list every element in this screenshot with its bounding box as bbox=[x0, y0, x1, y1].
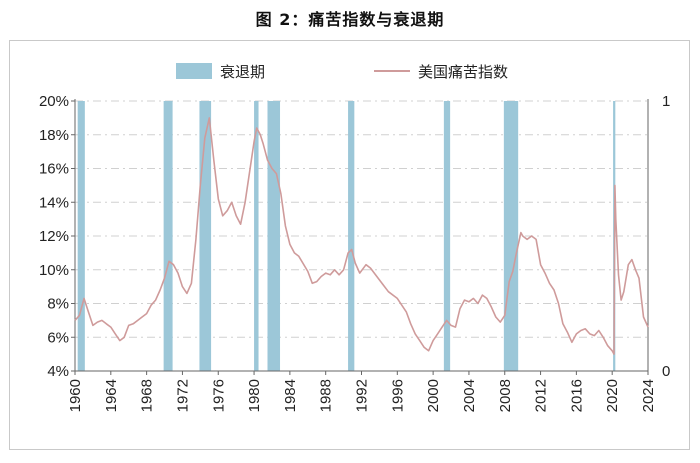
y-tick-label-5: 14% bbox=[39, 194, 69, 211]
x-tick-label-12: 2008 bbox=[497, 379, 514, 412]
chart-panel bbox=[9, 40, 690, 450]
x-tick-label-16: 2024 bbox=[640, 379, 657, 412]
y2-tick-label-1: 1 bbox=[662, 93, 670, 110]
y-tick-label-6: 16% bbox=[39, 161, 69, 178]
recession-bar-6 bbox=[443, 101, 451, 371]
axes bbox=[71, 99, 649, 375]
x-tick-label-3: 1972 bbox=[174, 379, 191, 412]
y-tick-label-8: 20% bbox=[39, 93, 69, 110]
recession-bar-3 bbox=[254, 101, 259, 371]
x-tick-label-0: 1960 bbox=[67, 379, 84, 412]
figure-title: 图 2：痛苦指数与衰退期 bbox=[255, 10, 445, 29]
recession-bar-7 bbox=[503, 101, 519, 371]
x-tick-label-9: 1996 bbox=[389, 379, 406, 412]
x-tick-label-14: 2016 bbox=[568, 379, 585, 412]
y-tick-label-1: 6% bbox=[47, 329, 69, 346]
x-tick-label-13: 2012 bbox=[533, 379, 550, 412]
y2-tick-label-0: 0 bbox=[662, 363, 670, 380]
recession-bar-5 bbox=[348, 101, 355, 371]
x-tick-label-5: 1980 bbox=[246, 379, 263, 412]
legend-label-recession: 衰退期 bbox=[220, 63, 265, 81]
x-tick-label-1: 1964 bbox=[103, 379, 120, 412]
tick-labels: 4% 6% 8% 10% 12% 14% 16% 18% 20% 0 1 1960 1964 1968 19… bbox=[39, 93, 670, 412]
recession-bar-2 bbox=[199, 101, 212, 371]
x-tick-label-2: 1968 bbox=[139, 379, 156, 412]
x-tick-label-15: 2020 bbox=[604, 379, 621, 412]
series-lines bbox=[74, 117, 649, 355]
y-tick-label-0: 4% bbox=[47, 363, 69, 380]
x-tick-label-4: 1976 bbox=[210, 379, 227, 412]
x-tick-label-7: 1988 bbox=[318, 379, 335, 412]
series-line-0 bbox=[74, 117, 649, 355]
recession-bar-0 bbox=[77, 101, 85, 371]
legend: 衰退期 美国痛苦指数 bbox=[176, 63, 508, 81]
legend-swatch-recession bbox=[176, 63, 212, 79]
y-tick-label-2: 8% bbox=[47, 296, 69, 313]
x-tick-label-8: 1992 bbox=[354, 379, 371, 412]
grid-lines bbox=[75, 100, 648, 338]
y-tick-label-4: 12% bbox=[39, 228, 69, 245]
y-tick-label-3: 10% bbox=[39, 262, 69, 279]
recession-bar-4 bbox=[267, 101, 281, 371]
legend-label-misery-index: 美国痛苦指数 bbox=[418, 63, 508, 81]
recession-bar-1 bbox=[163, 101, 173, 371]
x-tick-label-11: 2004 bbox=[461, 379, 478, 412]
y-tick-label-7: 18% bbox=[39, 127, 69, 144]
x-tick-label-10: 2000 bbox=[425, 379, 442, 412]
x-tick-label-6: 1984 bbox=[282, 379, 299, 412]
